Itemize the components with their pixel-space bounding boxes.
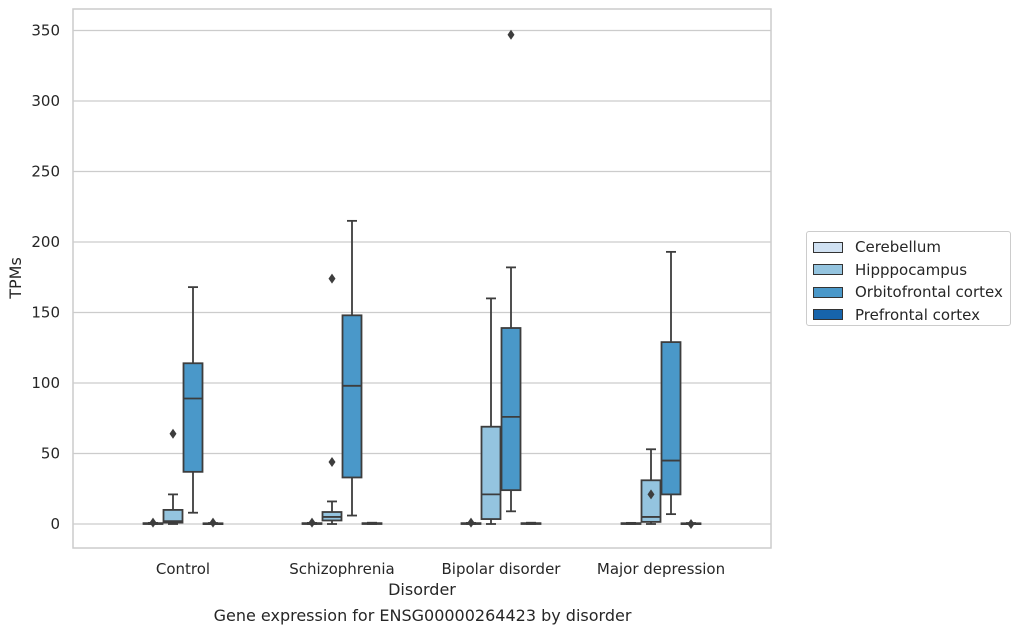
box-orbitofrontal-cortex-2: [500, 29, 522, 513]
x-tick-labels: Control Schizophrenia Bipolar disorder Majo…: [156, 560, 725, 578]
outlier-point: [328, 456, 336, 467]
box-prefrontal-cortex-2: [520, 521, 542, 525]
box-prefrontal-cortex-0: [202, 517, 224, 528]
box-orbitofrontal-cortex-3: [660, 250, 682, 516]
box-cerebellum-2: [460, 517, 482, 528]
legend-item: Hipppocampus: [813, 259, 1010, 282]
outlier-point: [149, 517, 157, 528]
chart-caption: Gene expression for ENSG00000264423 by d…: [213, 606, 632, 625]
x-axis-label: Disorder: [388, 580, 456, 599]
legend-item: Cerebellum: [813, 236, 1010, 259]
box-cerebellum-1: [301, 517, 323, 528]
outlier-point: [687, 519, 695, 529]
box-prefrontal-cortex-3: [680, 519, 702, 529]
box-hipppocampus-3: [640, 448, 662, 525]
y-tick-label: 100: [31, 374, 60, 392]
boxes: [142, 29, 702, 529]
legend-swatch: [813, 286, 843, 298]
outlier-point: [507, 29, 515, 40]
y-axis-label: TPMs: [6, 257, 25, 300]
y-tick-label: 150: [31, 304, 60, 322]
iqr-box: [660, 341, 682, 496]
iqr-box: [480, 425, 502, 520]
box-hipppocampus-0: [162, 428, 184, 525]
y-tick-label: 200: [31, 233, 60, 251]
legend-swatch: [813, 309, 843, 321]
x-tick-label: Schizophrenia: [289, 560, 394, 578]
legend-label: Hipppocampus: [855, 260, 968, 279]
y-tick-label: 300: [31, 92, 60, 110]
box-cerebellum-0: [142, 517, 164, 528]
y-tick-label: 350: [31, 22, 60, 40]
legend: Cerebellum Hipppocampus Orbitofrontal cort…: [806, 231, 1011, 326]
legend-item: Prefrontal cortex: [813, 304, 1010, 327]
legend-label: Prefrontal cortex: [855, 305, 980, 324]
iqr-box: [182, 362, 204, 473]
plot-area-frame: [72, 8, 772, 549]
x-tick-label: Major depression: [597, 560, 725, 578]
outlier-point: [467, 517, 475, 528]
y-tick-labels: 0 50 100 150 200 250 300 350: [31, 22, 60, 534]
legend-label: Orbitofrontal cortex: [855, 283, 1003, 302]
y-tick-label: 250: [31, 163, 60, 181]
iqr-box: [162, 508, 184, 524]
y-tick-label: 0: [50, 515, 60, 533]
outlier-point: [209, 517, 217, 528]
iqr-box: [341, 314, 363, 479]
x-tick-label: Bipolar disorder: [442, 560, 562, 578]
box-orbitofrontal-cortex-0: [182, 286, 204, 514]
outlier-point: [308, 517, 316, 528]
box-hipppocampus-1: [321, 273, 343, 525]
outlier-point: [328, 273, 336, 284]
legend-label: Cerebellum: [855, 238, 941, 257]
legend-item: Orbitofrontal cortex: [813, 281, 1010, 304]
box-prefrontal-cortex-1: [361, 521, 383, 525]
iqr-box: [640, 479, 662, 523]
x-tick-label: Control: [156, 560, 210, 578]
outlier-point: [647, 489, 655, 500]
iqr-box: [500, 327, 522, 492]
legend-swatch: [813, 241, 843, 253]
box-hipppocampus-2: [480, 297, 502, 525]
outlier-point: [169, 428, 177, 439]
legend-swatch: [813, 264, 843, 276]
box-orbitofrontal-cortex-1: [341, 219, 363, 517]
box-cerebellum-3: [620, 521, 642, 525]
y-tick-label: 50: [41, 445, 60, 463]
